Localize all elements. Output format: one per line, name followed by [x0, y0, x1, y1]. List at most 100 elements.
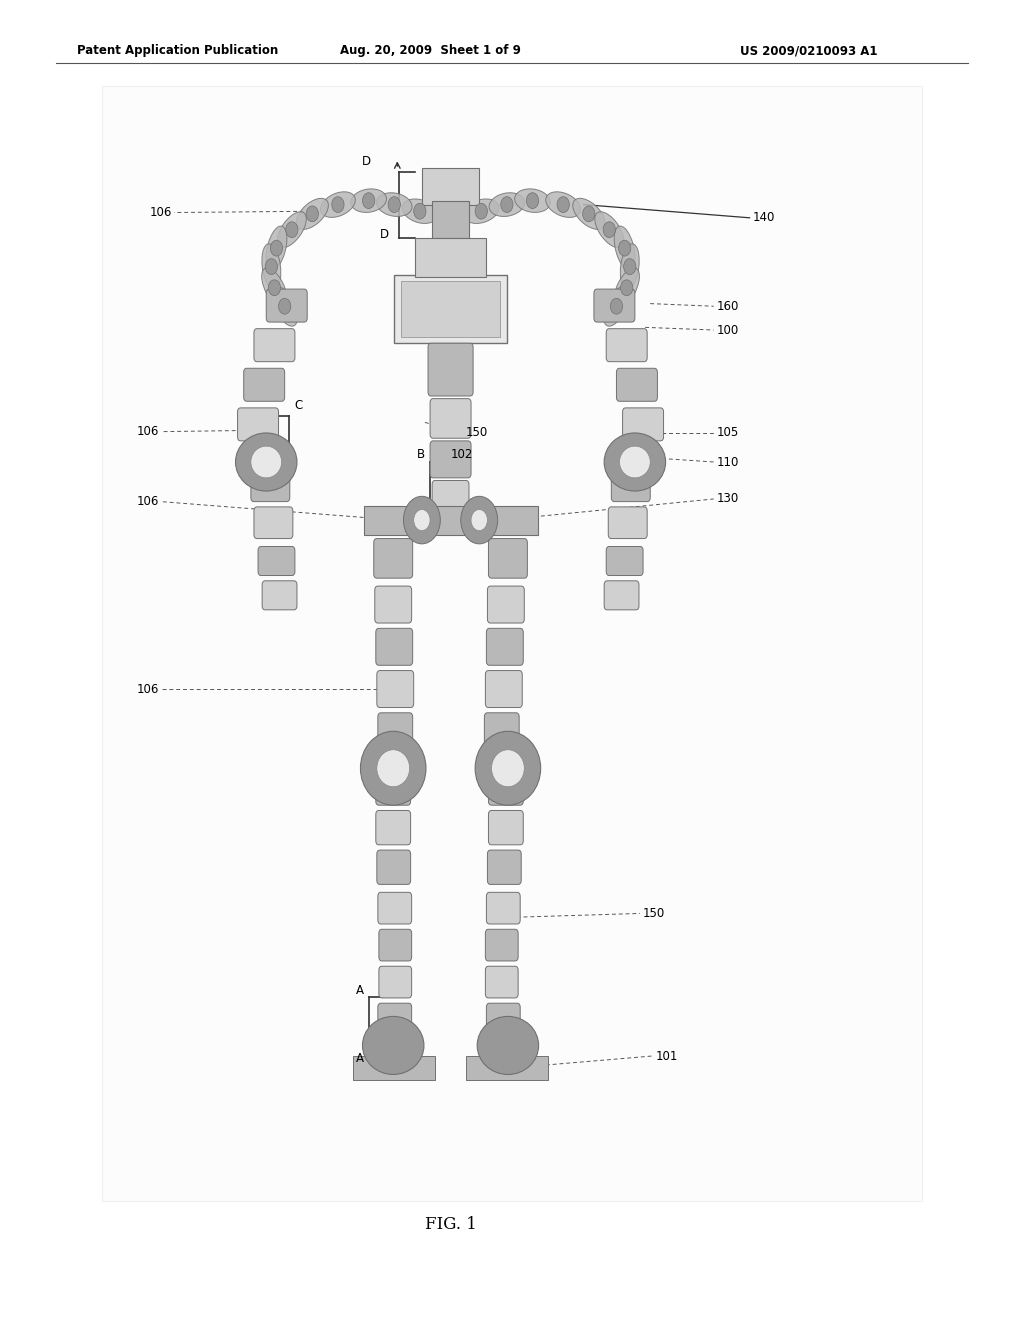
FancyBboxPatch shape	[604, 581, 639, 610]
FancyBboxPatch shape	[430, 399, 471, 438]
FancyBboxPatch shape	[379, 929, 412, 961]
FancyBboxPatch shape	[430, 441, 471, 478]
Bar	[466, 1056, 548, 1080]
FancyBboxPatch shape	[487, 850, 521, 884]
FancyBboxPatch shape	[485, 929, 518, 961]
FancyBboxPatch shape	[606, 329, 647, 362]
FancyBboxPatch shape	[376, 810, 411, 845]
Ellipse shape	[526, 193, 539, 209]
Ellipse shape	[475, 203, 487, 219]
FancyBboxPatch shape	[616, 368, 657, 401]
Ellipse shape	[489, 193, 524, 216]
FancyBboxPatch shape	[611, 470, 650, 502]
Text: 106: 106	[136, 682, 159, 696]
FancyBboxPatch shape	[486, 1003, 520, 1032]
Ellipse shape	[279, 298, 291, 314]
Text: 106: 106	[136, 495, 159, 508]
Ellipse shape	[501, 197, 513, 213]
Bar	[364, 506, 538, 535]
FancyBboxPatch shape	[485, 966, 518, 998]
FancyBboxPatch shape	[606, 546, 643, 576]
Text: 160: 160	[717, 300, 739, 313]
Text: 110: 110	[717, 455, 739, 469]
Text: Patent Application Publication: Patent Application Publication	[77, 45, 279, 57]
Text: 106: 106	[150, 206, 172, 219]
Text: 150: 150	[643, 907, 666, 920]
FancyBboxPatch shape	[594, 289, 635, 322]
FancyBboxPatch shape	[262, 581, 297, 610]
FancyBboxPatch shape	[376, 771, 411, 805]
Text: D: D	[361, 154, 371, 168]
Bar	[415, 238, 486, 277]
FancyBboxPatch shape	[485, 671, 522, 708]
FancyBboxPatch shape	[487, 586, 524, 623]
Text: 106: 106	[136, 425, 159, 438]
FancyBboxPatch shape	[486, 628, 523, 665]
Ellipse shape	[236, 433, 297, 491]
Ellipse shape	[572, 198, 605, 230]
FancyBboxPatch shape	[251, 470, 290, 502]
FancyBboxPatch shape	[258, 546, 295, 576]
Ellipse shape	[492, 750, 524, 787]
Ellipse shape	[278, 211, 306, 248]
Ellipse shape	[604, 286, 629, 326]
Text: 150: 150	[466, 426, 488, 440]
Ellipse shape	[321, 191, 355, 218]
Ellipse shape	[360, 731, 426, 805]
Ellipse shape	[306, 206, 318, 222]
Ellipse shape	[618, 240, 631, 256]
Ellipse shape	[624, 259, 636, 275]
Text: D: D	[380, 228, 389, 242]
Ellipse shape	[414, 510, 430, 531]
Ellipse shape	[265, 259, 278, 275]
Ellipse shape	[477, 1016, 539, 1074]
Bar	[422, 168, 479, 205]
Text: US 2009/0210093 A1: US 2009/0210093 A1	[740, 45, 878, 57]
FancyBboxPatch shape	[488, 771, 523, 805]
Ellipse shape	[362, 193, 375, 209]
Text: B: B	[417, 447, 425, 461]
Ellipse shape	[388, 197, 400, 213]
Ellipse shape	[251, 446, 282, 478]
FancyBboxPatch shape	[266, 289, 307, 322]
Ellipse shape	[414, 203, 426, 219]
Ellipse shape	[546, 191, 581, 218]
Ellipse shape	[286, 222, 298, 238]
Ellipse shape	[268, 280, 281, 296]
FancyBboxPatch shape	[486, 892, 520, 924]
FancyBboxPatch shape	[378, 892, 412, 924]
FancyBboxPatch shape	[378, 713, 413, 750]
Ellipse shape	[351, 189, 386, 213]
Ellipse shape	[557, 197, 569, 213]
Ellipse shape	[604, 433, 666, 491]
Ellipse shape	[402, 199, 437, 223]
Text: 140: 140	[753, 211, 775, 224]
Ellipse shape	[272, 286, 297, 326]
Ellipse shape	[614, 226, 635, 271]
Text: 101: 101	[655, 1049, 678, 1063]
FancyBboxPatch shape	[238, 408, 279, 441]
Text: B: B	[417, 521, 425, 535]
Ellipse shape	[332, 197, 344, 213]
FancyBboxPatch shape	[254, 507, 293, 539]
Text: C: C	[250, 466, 258, 479]
Ellipse shape	[403, 496, 440, 544]
Text: A: A	[355, 1052, 364, 1065]
FancyBboxPatch shape	[377, 850, 411, 884]
Ellipse shape	[296, 198, 329, 230]
FancyBboxPatch shape	[378, 1003, 412, 1032]
Text: FIG. 1: FIG. 1	[425, 1217, 476, 1233]
Ellipse shape	[362, 1016, 424, 1074]
FancyBboxPatch shape	[375, 586, 412, 623]
FancyBboxPatch shape	[244, 368, 285, 401]
Ellipse shape	[377, 193, 412, 216]
Text: 130: 130	[717, 492, 739, 506]
FancyBboxPatch shape	[254, 329, 295, 362]
Bar	[102, 86, 922, 1201]
Ellipse shape	[621, 280, 633, 296]
Ellipse shape	[614, 268, 639, 308]
Ellipse shape	[464, 199, 499, 223]
Bar	[401, 281, 500, 337]
Text: Aug. 20, 2009  Sheet 1 of 9: Aug. 20, 2009 Sheet 1 of 9	[340, 45, 520, 57]
Ellipse shape	[583, 206, 595, 222]
